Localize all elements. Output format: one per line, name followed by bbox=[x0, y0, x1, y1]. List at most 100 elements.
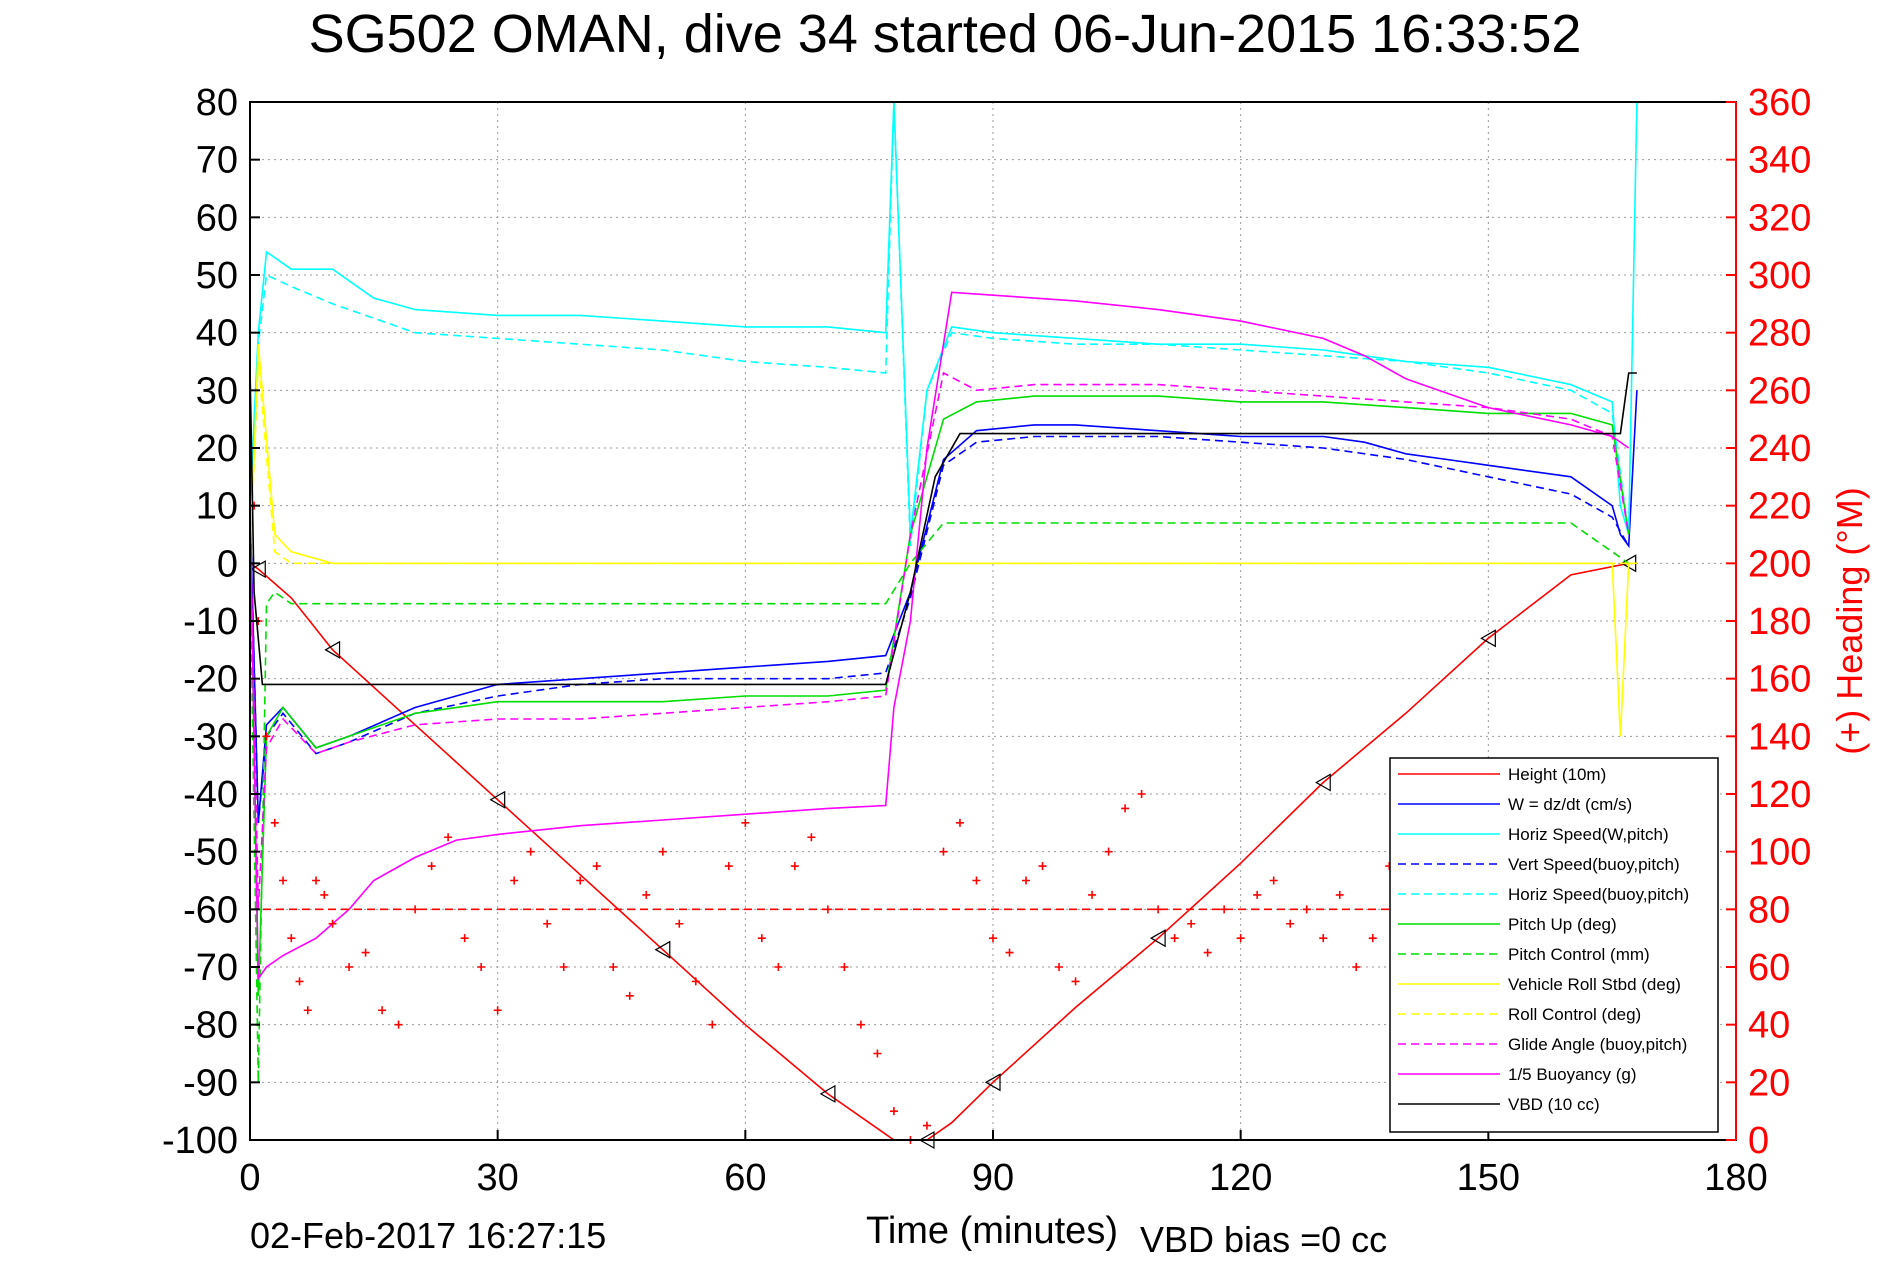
heading-marker bbox=[1368, 934, 1377, 943]
y-tick-label: -20 bbox=[183, 659, 238, 701]
y-tick-label: -80 bbox=[183, 1005, 238, 1047]
x-tick-label: 150 bbox=[1457, 1157, 1520, 1199]
heading-marker bbox=[427, 862, 436, 871]
heading-marker bbox=[1187, 919, 1196, 928]
heading-marker bbox=[1038, 862, 1047, 871]
y2-tick-label: 300 bbox=[1748, 255, 1811, 297]
y-tick-label: 0 bbox=[217, 543, 238, 585]
y-tick-label: 10 bbox=[196, 486, 238, 528]
heading-marker bbox=[345, 963, 354, 971]
heading-marker bbox=[889, 1107, 898, 1116]
heading-marker bbox=[378, 1006, 387, 1015]
heading-marker bbox=[328, 919, 337, 928]
heading-marker bbox=[592, 862, 601, 871]
height-marker bbox=[250, 560, 266, 579]
heading-marker bbox=[1286, 919, 1295, 928]
y2-tick-label: 80 bbox=[1748, 889, 1790, 931]
heading-marker bbox=[576, 876, 585, 885]
chart-title: SG502 OMAN, dive 34 started 06-Jun-2015 … bbox=[309, 4, 1582, 64]
height-marker bbox=[1315, 773, 1331, 792]
heading-marker bbox=[279, 876, 288, 885]
y2-tick-label: 240 bbox=[1748, 428, 1811, 470]
heading-marker bbox=[989, 934, 997, 943]
footer-date: 02-Feb-2017 16:27:15 bbox=[250, 1215, 606, 1256]
heading-marker bbox=[543, 919, 552, 928]
y-tick-label: -30 bbox=[183, 716, 238, 758]
y2-tick-label: 180 bbox=[1748, 601, 1811, 643]
heading-marker bbox=[1071, 977, 1080, 986]
y-tick-label: -100 bbox=[162, 1120, 238, 1162]
heading-marker bbox=[1269, 876, 1278, 885]
heading-marker bbox=[708, 1020, 717, 1029]
x-tick-label: 120 bbox=[1209, 1157, 1272, 1199]
series-vbd-10-cc bbox=[249, 367, 1637, 686]
heading-marker bbox=[1088, 890, 1097, 899]
heading-marker bbox=[270, 818, 279, 827]
legend-entry: 1/5 Buoyancy (g) bbox=[1508, 1065, 1637, 1084]
heading-marker bbox=[320, 890, 329, 899]
y-tick-label: 80 bbox=[196, 82, 238, 124]
series-pitch-control-mm bbox=[249, 522, 1630, 1083]
heading-marker bbox=[1170, 934, 1179, 943]
y2-tick-label: 340 bbox=[1748, 140, 1811, 182]
heading-marker bbox=[609, 963, 618, 971]
y2-axis-label: (+) Heading (°M) bbox=[1829, 487, 1870, 754]
y-tick-label: 40 bbox=[196, 313, 238, 355]
height-marker bbox=[324, 640, 341, 659]
series-glide-angle-buoy-pitch bbox=[249, 371, 1630, 910]
heading-marker bbox=[1335, 890, 1344, 899]
legend-entry: VBD (10 cc) bbox=[1508, 1095, 1600, 1114]
y-tick-label: 60 bbox=[196, 197, 238, 239]
heading-marker bbox=[741, 818, 750, 827]
heading-marker bbox=[361, 948, 370, 957]
heading-marker bbox=[444, 833, 453, 842]
y2-tick-label: 40 bbox=[1748, 1005, 1790, 1047]
heading-marker bbox=[840, 963, 849, 971]
legend-entry: Vehicle Roll Stbd (deg) bbox=[1508, 975, 1681, 994]
heading-marker bbox=[1104, 847, 1113, 856]
height-marker bbox=[1149, 929, 1166, 948]
x-tick-label: 90 bbox=[972, 1157, 1014, 1199]
heading-marker bbox=[262, 732, 271, 741]
heading-marker bbox=[303, 1006, 312, 1015]
heading-marker bbox=[939, 847, 948, 856]
footer-vbd-bias: VBD bias =0 cc bbox=[1140, 1219, 1387, 1260]
legend-entry: Horiz Speed(W,pitch) bbox=[1508, 825, 1669, 844]
heading-marker bbox=[856, 1020, 865, 1029]
y2-tick-label: 320 bbox=[1748, 197, 1811, 239]
heading-marker bbox=[790, 862, 799, 871]
legend-entry: Vert Speed(buoy,pitch) bbox=[1508, 855, 1680, 874]
heading-marker bbox=[972, 876, 981, 885]
heading-marker bbox=[312, 876, 321, 885]
y2-tick-label: 280 bbox=[1748, 313, 1811, 355]
heading-marker bbox=[691, 977, 700, 986]
legend-box bbox=[1389, 757, 1719, 1133]
heading-marker bbox=[559, 963, 568, 971]
heading-marker bbox=[675, 919, 684, 928]
heading-marker bbox=[510, 876, 519, 885]
y2-tick-label: 0 bbox=[1748, 1120, 1769, 1162]
heading-marker bbox=[1352, 963, 1361, 971]
x-axis-label: Time (minutes) bbox=[866, 1210, 1118, 1252]
legend-entry: Horiz Speed(buoy,pitch) bbox=[1508, 885, 1689, 904]
heading-marker bbox=[295, 977, 304, 986]
y-tick-label: -90 bbox=[183, 1062, 238, 1104]
heading-marker bbox=[394, 1020, 403, 1029]
y-tick-label: 70 bbox=[196, 140, 238, 182]
heading-marker bbox=[642, 890, 651, 899]
legend-entry: Height (10m) bbox=[1508, 765, 1606, 784]
heading-marker bbox=[477, 963, 486, 971]
y2-tick-label: 200 bbox=[1748, 543, 1811, 585]
y-tick-label: -70 bbox=[183, 947, 238, 989]
height-marker bbox=[1480, 629, 1496, 648]
height-marker bbox=[654, 940, 671, 959]
y2-tick-label: 260 bbox=[1748, 370, 1811, 412]
y2-tick-label: 60 bbox=[1748, 947, 1790, 989]
heading-marker bbox=[873, 1049, 882, 1058]
x-tick-label: 0 bbox=[239, 1157, 260, 1199]
legend: Height (10m) W = dz/dt (cm/s) Horiz Speed(… bbox=[1389, 757, 1719, 1133]
heading-marker bbox=[1253, 890, 1262, 899]
y2-tick-label: 140 bbox=[1748, 716, 1811, 758]
heading-marker bbox=[1055, 963, 1064, 971]
